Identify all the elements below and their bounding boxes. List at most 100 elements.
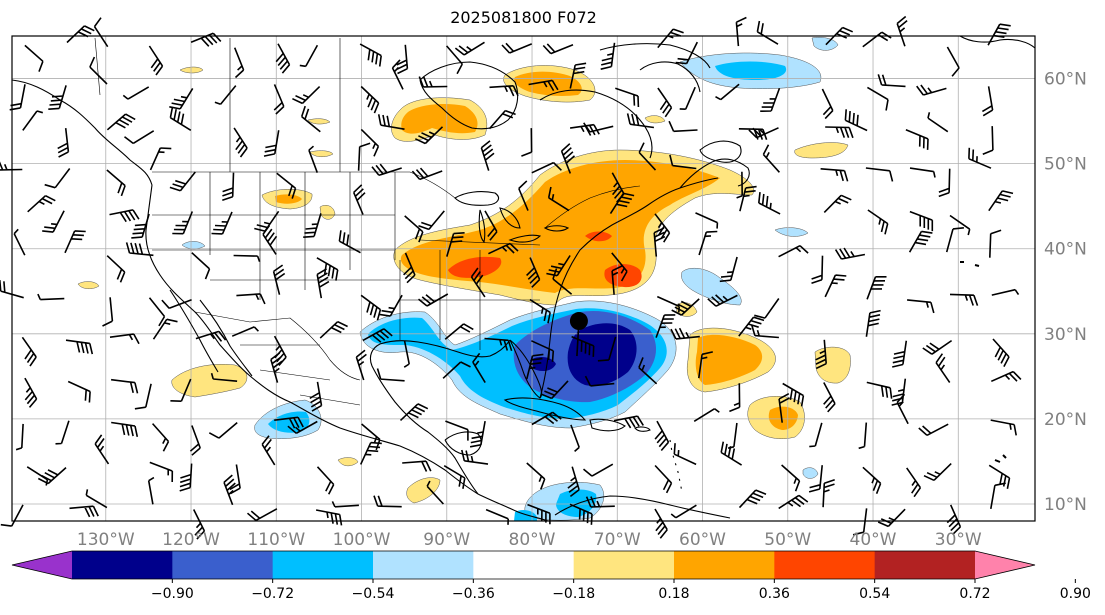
coast-central-america xyxy=(477,493,549,522)
wind-barb xyxy=(613,415,644,429)
wind-barb xyxy=(445,45,464,75)
wind-barb xyxy=(908,230,933,253)
wind-barb xyxy=(529,298,551,324)
wind-barb xyxy=(418,76,448,88)
wind-barb xyxy=(654,508,668,539)
wind-barb xyxy=(762,144,780,173)
wind-barb xyxy=(906,467,922,498)
wind-barb xyxy=(654,213,671,243)
wind-barb xyxy=(484,210,498,241)
wind-barb xyxy=(309,381,323,412)
graticule xyxy=(12,36,1035,521)
longitude-labels: 130°W 120°W 110°W 100°W 90°W 80°W 70°W 60°W 50°W… xyxy=(77,530,982,550)
wind-barb xyxy=(24,377,38,408)
wind-barb xyxy=(626,113,655,129)
map-frame xyxy=(11,35,1036,522)
colorbar-tick-label: 0.90 xyxy=(1060,586,1091,602)
wind-barb xyxy=(754,298,780,319)
latitude-label: 60°N xyxy=(1044,70,1087,90)
longitude-label: 130°W xyxy=(77,530,135,550)
political-borders xyxy=(94,37,641,406)
coast-arctic-islands xyxy=(599,43,711,69)
wind-barb xyxy=(261,435,276,466)
anomaly-positive-tennessee xyxy=(448,256,502,278)
wind-barb xyxy=(823,382,836,413)
colorbar-outline xyxy=(11,550,1036,580)
wind-barb xyxy=(552,268,573,295)
wind-barb xyxy=(526,353,544,380)
wind-barb xyxy=(528,79,559,92)
wind-barb xyxy=(352,184,366,215)
wind-barb xyxy=(106,255,126,283)
wind-barb xyxy=(355,349,367,381)
coast-puerto-rico xyxy=(634,426,651,432)
wind-barb xyxy=(531,161,562,174)
wind-barb xyxy=(866,276,887,300)
wind-barb xyxy=(44,168,71,189)
latitude-label: 40°N xyxy=(1044,240,1087,260)
wind-barb xyxy=(518,180,529,211)
wind-barb xyxy=(316,257,339,281)
great-lake-superior xyxy=(454,191,500,206)
wind-barb xyxy=(292,86,321,105)
map-panel xyxy=(0,15,1036,540)
wind-barb xyxy=(735,16,747,47)
coast-yucatan xyxy=(444,431,482,456)
wind-barb xyxy=(673,443,697,466)
wind-barb xyxy=(211,211,233,235)
wind-barb xyxy=(670,504,697,519)
wind-barb xyxy=(189,425,201,456)
wind-barb xyxy=(254,210,280,232)
wind-barb xyxy=(361,423,381,451)
wind-barb xyxy=(106,169,126,197)
latitude-label: 30°N xyxy=(1044,325,1087,345)
anomaly-positive-subtropical-core xyxy=(768,406,798,430)
wind-barb xyxy=(858,422,868,450)
wind-barb xyxy=(988,464,1011,489)
wind-barb xyxy=(527,503,551,525)
wind-barb xyxy=(426,480,444,505)
anomaly-positive-eastern-atlantic xyxy=(794,142,849,159)
wind-barb xyxy=(223,474,236,506)
wind-barb xyxy=(37,467,67,485)
wind-barb xyxy=(654,420,670,452)
wind-barb xyxy=(148,297,166,327)
wind-barb xyxy=(172,211,194,235)
latitude-label: 20°N xyxy=(1044,410,1087,430)
wind-barb xyxy=(331,501,359,508)
wind-barb xyxy=(822,479,835,508)
coast-cuba xyxy=(503,397,587,421)
wind-barb xyxy=(526,462,546,490)
wind-barb xyxy=(222,172,235,201)
wind-barb xyxy=(275,43,291,74)
wind-barb xyxy=(445,420,469,441)
wind-barb xyxy=(149,147,172,171)
great-lake-michigan xyxy=(478,209,486,244)
wind-barb xyxy=(824,274,847,298)
wind-barb xyxy=(300,105,321,133)
longitude-label: 80°W xyxy=(509,530,556,550)
wind-barb xyxy=(89,56,108,85)
wind-barb xyxy=(815,339,827,370)
wind-barb xyxy=(411,167,443,181)
wind-barb xyxy=(484,337,513,352)
border-us-state-13 xyxy=(419,239,541,246)
wind-barb xyxy=(190,32,222,47)
wind-barb xyxy=(569,503,593,525)
wind-barb xyxy=(834,247,866,260)
colorbar-segment xyxy=(674,551,775,579)
wind-barb xyxy=(55,420,70,445)
border-us-mexico xyxy=(194,311,361,381)
wind-barb xyxy=(867,209,889,235)
wind-barb xyxy=(403,252,416,284)
wind-barb xyxy=(376,368,405,382)
wind-barb xyxy=(892,340,908,368)
colorbar-segment xyxy=(874,551,976,579)
border-us-canada xyxy=(152,171,641,229)
wind-barb xyxy=(461,449,489,465)
wind-barb xyxy=(668,120,698,133)
wind-barb xyxy=(571,335,595,357)
wind-barb xyxy=(526,257,541,288)
wind-barb xyxy=(992,338,1010,367)
wind-barb xyxy=(85,489,108,509)
